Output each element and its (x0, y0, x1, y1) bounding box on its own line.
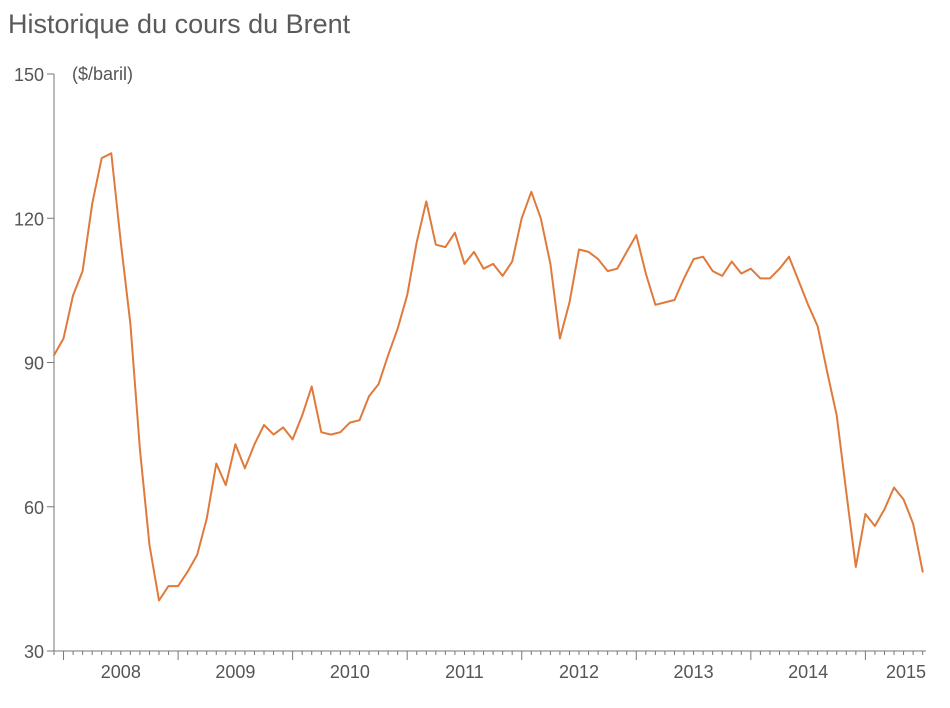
chart-title: Historique du cours du Brent (8, 9, 351, 39)
y-tick-label: 120 (14, 209, 44, 229)
x-tick-label: 2009 (215, 662, 255, 682)
x-tick-label: 2008 (101, 662, 141, 682)
x-tick-label: 2011 (445, 662, 484, 682)
y-tick-label: 150 (14, 65, 44, 85)
x-axis: 2008 2009 2010 2011 2012 2013 2014 2015 (53, 650, 926, 682)
y-tick-label: 60 (24, 498, 44, 518)
y-axis-unit-label: ($/baril) (72, 64, 133, 84)
series-line-brent (53, 152, 924, 602)
x-tick-label: 2012 (559, 662, 599, 682)
x-tick-label: 2013 (674, 662, 714, 682)
x-tick-label: 2014 (788, 662, 828, 682)
x-tick-label: 2010 (330, 662, 370, 682)
y-tick-label: 90 (24, 354, 44, 374)
y-tick-label: 30 (24, 642, 44, 662)
x-tick-label: 2015 (886, 662, 926, 682)
series-group (53, 152, 924, 602)
y-axis: 30 60 90 120 150 (14, 65, 55, 662)
